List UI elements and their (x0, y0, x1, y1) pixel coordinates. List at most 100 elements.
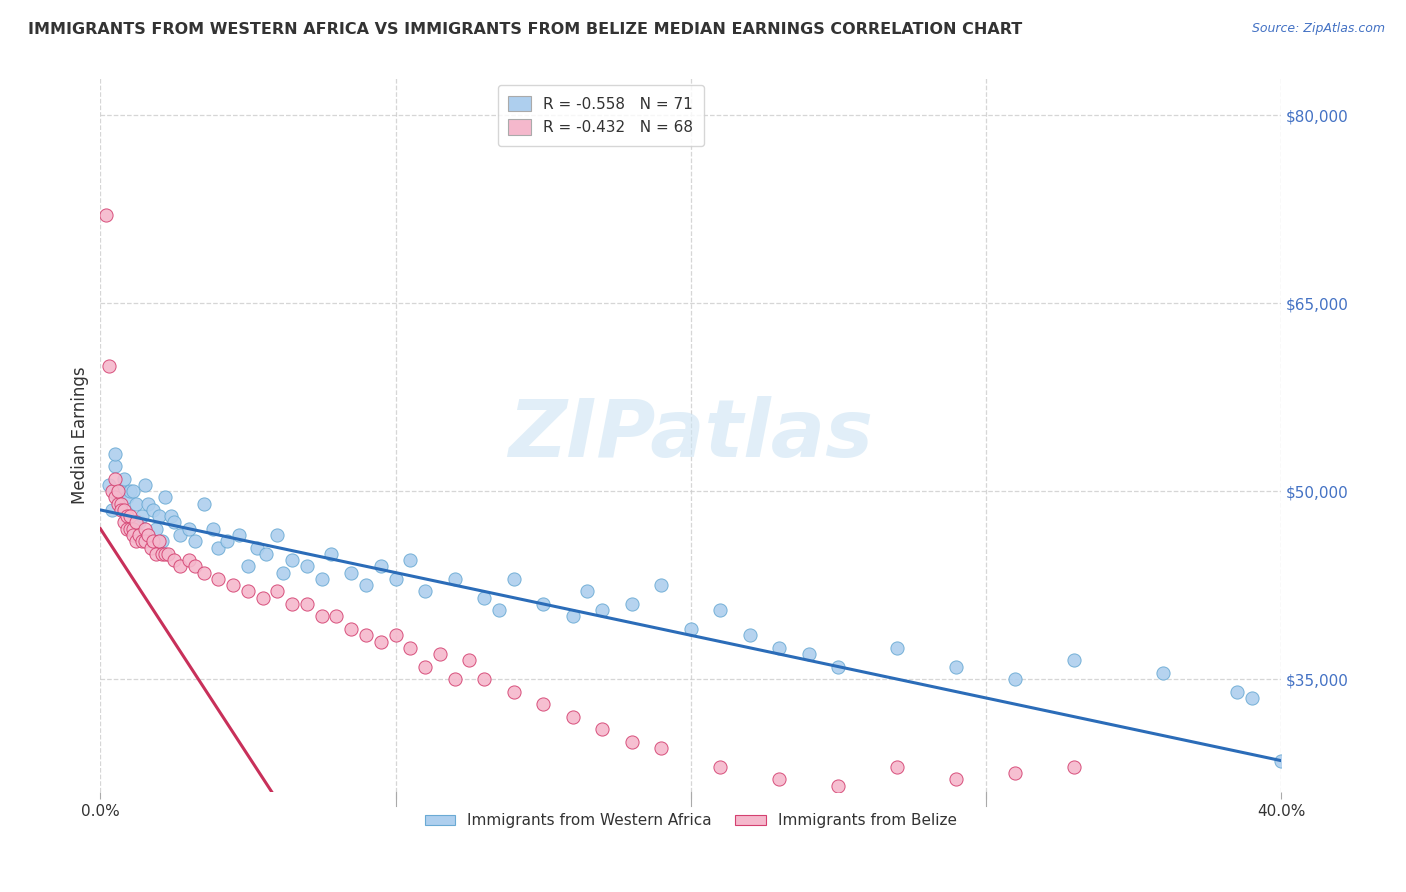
Point (236, 584, 259, 599)
Point (222, 578, 245, 592)
Point (177, 553, 200, 567)
Point (370, 559, 392, 574)
Point (104, 446, 127, 460)
Point (145, 522, 167, 536)
Point (207, 572, 229, 586)
Point (155, 491, 177, 505)
Point (184, 534, 207, 549)
Point (488, 603, 510, 617)
Point (110, 497, 132, 511)
Point (295, 597, 318, 611)
Point (311, 572, 333, 586)
Point (228, 528, 250, 542)
Point (101, 503, 124, 517)
Text: Source: ZipAtlas.com: Source: ZipAtlas.com (1251, 22, 1385, 36)
Point (104, 472, 127, 486)
Point (148, 534, 170, 549)
Point (148, 509, 170, 524)
Point (443, 672, 465, 686)
Point (340, 622, 363, 636)
Point (281, 597, 304, 611)
Point (115, 491, 138, 505)
Point (193, 497, 215, 511)
Point (107, 497, 129, 511)
Point (311, 609, 333, 624)
Point (150, 534, 173, 549)
Point (266, 584, 288, 599)
Point (142, 534, 165, 549)
Point (217, 534, 239, 549)
Point (945, 659, 967, 673)
Point (121, 528, 143, 542)
Point (121, 484, 143, 499)
Point (319, 547, 342, 561)
Point (142, 503, 165, 517)
Point (134, 522, 156, 536)
Point (157, 547, 180, 561)
Point (797, 647, 820, 661)
Point (354, 628, 377, 642)
Point (131, 534, 153, 549)
Point (413, 659, 436, 673)
Legend: Immigrants from Western Africa, Immigrants from Belize: Immigrants from Western Africa, Immigran… (419, 807, 963, 834)
Point (1063, 653, 1085, 667)
Point (136, 528, 159, 542)
Point (98, 478, 121, 492)
Point (125, 534, 148, 549)
Point (236, 559, 259, 574)
Point (254, 547, 277, 561)
Point (125, 497, 148, 511)
Point (128, 516, 150, 530)
Point (295, 559, 318, 574)
Point (98, 359, 121, 373)
Point (118, 484, 141, 499)
Point (709, 760, 731, 774)
Point (252, 591, 274, 605)
Point (110, 503, 132, 517)
Point (340, 566, 363, 580)
Point (576, 584, 599, 599)
Point (709, 603, 731, 617)
Point (118, 522, 141, 536)
Y-axis label: Median Earnings: Median Earnings (72, 366, 89, 503)
Point (1226, 684, 1249, 698)
Point (115, 509, 138, 524)
Point (246, 541, 269, 555)
Point (115, 522, 138, 536)
Point (201, 522, 224, 536)
Point (472, 672, 495, 686)
Text: ZIPatlas: ZIPatlas (508, 396, 873, 474)
Point (112, 472, 135, 486)
Point (163, 553, 186, 567)
Point (177, 522, 200, 536)
Point (273, 566, 295, 580)
Point (107, 491, 129, 505)
Point (502, 572, 524, 586)
Point (620, 735, 643, 749)
Point (1240, 690, 1263, 705)
Point (827, 779, 849, 793)
Point (134, 478, 156, 492)
Point (1063, 760, 1085, 774)
Point (104, 491, 127, 505)
Point (160, 509, 183, 524)
Point (325, 609, 347, 624)
Point (384, 572, 406, 586)
Point (101, 484, 124, 499)
Point (136, 497, 159, 511)
Point (429, 647, 451, 661)
Point (104, 458, 127, 473)
Point (128, 528, 150, 542)
Point (110, 484, 132, 499)
Point (561, 609, 583, 624)
Point (679, 622, 702, 636)
Point (184, 559, 207, 574)
Point (413, 584, 436, 599)
Point (1152, 665, 1174, 680)
Point (112, 516, 135, 530)
Point (1004, 672, 1026, 686)
Point (281, 553, 304, 567)
Point (472, 591, 495, 605)
Point (738, 628, 761, 642)
Point (384, 628, 406, 642)
